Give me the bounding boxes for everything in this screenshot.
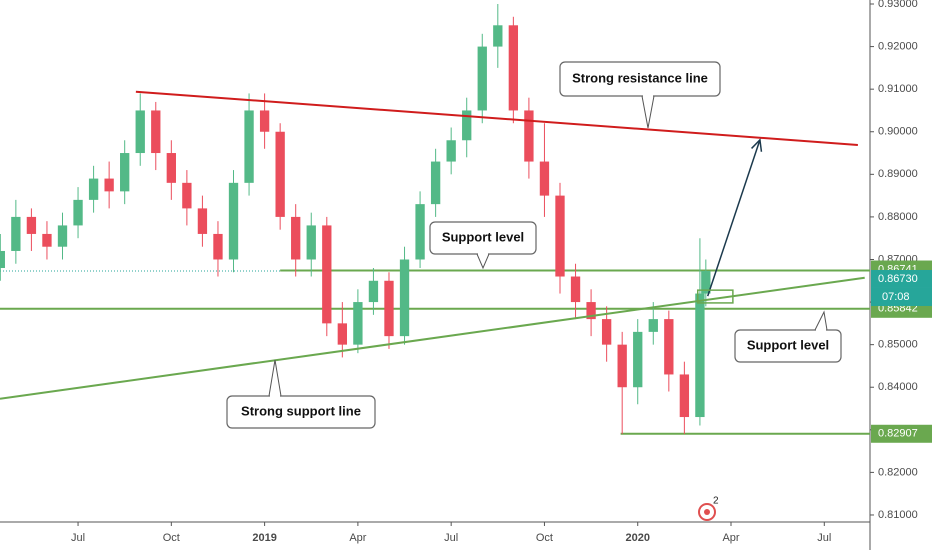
x-tick-label: 2019 <box>252 532 276 544</box>
arrow-head <box>751 138 763 152</box>
x-tick-label: Jul <box>71 532 85 544</box>
price-tag <box>871 424 932 443</box>
candle-body <box>244 110 254 183</box>
callout-box <box>734 329 842 363</box>
candle-body <box>601 319 612 345</box>
candle-body <box>0 250 5 269</box>
candle-body <box>555 195 565 277</box>
plot-background <box>0 0 870 522</box>
y-tick-label: 0.84000 <box>878 381 918 393</box>
x-tick-label: Jul <box>817 532 831 544</box>
callout-text: Support level <box>442 229 524 244</box>
x-tick-label: Oct <box>163 532 180 544</box>
support-line <box>0 276 865 400</box>
candle-body <box>135 110 145 154</box>
candle-body <box>648 319 658 332</box>
candle-body <box>570 276 581 303</box>
candle-body <box>104 178 114 192</box>
candle-body <box>399 259 410 337</box>
y-tick-label: 0.91000 <box>878 83 918 95</box>
candle-body <box>197 208 208 234</box>
candle-body <box>120 153 130 192</box>
callout-text: Strong resistance line <box>572 70 708 85</box>
candle-body <box>508 25 519 111</box>
candle-body <box>337 323 348 345</box>
candle-body <box>228 182 239 260</box>
candle-body <box>42 233 52 247</box>
callout-text: Strong support line <box>241 403 361 418</box>
price-tag <box>871 269 932 288</box>
candle-body <box>291 216 301 260</box>
candle-body <box>462 110 472 141</box>
candle-body <box>151 110 161 154</box>
candle-body <box>633 331 643 388</box>
x-tick-label: Jul <box>444 532 458 544</box>
projection-arrow <box>706 139 761 297</box>
candle-body <box>679 374 690 418</box>
countdown-tag <box>871 287 932 306</box>
candle-body <box>430 161 441 205</box>
x-tick-label: Oct <box>536 532 553 544</box>
x-tick-label: Apr <box>722 532 739 544</box>
candle-body <box>275 131 285 217</box>
y-tick-label: 0.93000 <box>878 0 918 10</box>
y-tick-label: 0.85000 <box>878 339 918 351</box>
y-tick-label: 0.81000 <box>878 509 918 521</box>
callout-box <box>559 61 721 97</box>
candle-body <box>493 25 503 47</box>
price-tag-label: 0.86730 <box>878 273 918 285</box>
candle-body <box>306 225 316 260</box>
callout-text: Support level <box>747 337 829 352</box>
y-tick-label: 0.88000 <box>878 211 918 223</box>
events-icon-core <box>704 509 710 515</box>
x-tick-label: 2020 <box>625 532 649 544</box>
candle-body <box>586 302 596 320</box>
events-count: 2 <box>713 496 719 507</box>
candle-body <box>617 344 627 388</box>
candle-body <box>182 182 192 209</box>
candle-body <box>73 199 83 226</box>
candle-body <box>415 204 425 260</box>
y-tick-label: 0.92000 <box>878 40 918 52</box>
y-tick-label: 0.89000 <box>878 168 918 180</box>
candle-body <box>259 110 270 132</box>
candle-body <box>446 140 456 162</box>
candle-body <box>88 178 99 200</box>
y-tick-label: 0.90000 <box>878 126 918 138</box>
candle-body <box>57 225 68 247</box>
x-tick-label: Apr <box>349 532 366 544</box>
candle-body <box>524 110 534 162</box>
candle-body <box>166 153 176 183</box>
highlight-box <box>696 289 734 304</box>
candle-body <box>701 270 711 294</box>
candle-body <box>322 225 332 324</box>
candle-body <box>664 319 674 375</box>
candle-body <box>11 216 21 251</box>
candle-body <box>353 302 363 345</box>
candle-body <box>695 293 705 418</box>
candle-body <box>384 280 394 337</box>
countdown-label: 07:08 <box>882 291 910 303</box>
candle-body <box>213 233 223 260</box>
candle-body <box>539 161 550 196</box>
candle-body <box>26 216 37 234</box>
y-tick-label: 0.82000 <box>878 466 918 478</box>
price-tag-label: 0.82907 <box>878 428 918 440</box>
resistance-line <box>135 90 858 146</box>
callout-box <box>226 395 376 429</box>
candle-body <box>477 46 487 111</box>
candle-body <box>368 280 379 303</box>
